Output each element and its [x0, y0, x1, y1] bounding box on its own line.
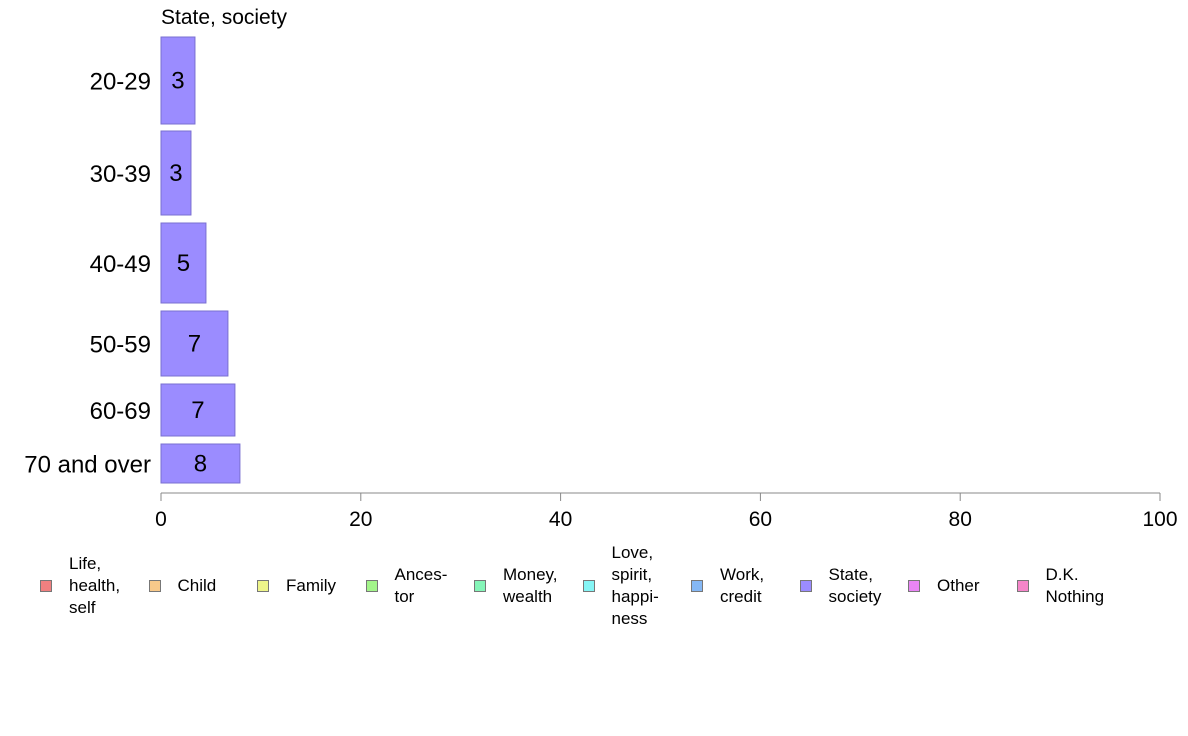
- bars-group: 3 20-29 3 30-39 5 40-49 7 50-59 7 60-69 8 70 and ov…: [24, 36, 241, 484]
- legend-swatch: [257, 580, 269, 592]
- legend-label: Family: [286, 576, 337, 595]
- legend-swatch: [908, 580, 920, 592]
- legend-swatch: [40, 580, 52, 592]
- chart-title: State, society: [161, 6, 288, 29]
- category-label: 60-69: [90, 398, 151, 425]
- bar-70-and-over: [160, 443, 241, 484]
- category-label: 70 and over: [24, 452, 151, 479]
- legend-item: Other: [908, 544, 980, 628]
- x-tick-label: 0: [155, 508, 167, 531]
- category-label: 30-39: [90, 161, 151, 188]
- bar-20-29: [160, 36, 196, 125]
- legend-item: Love, spirit, happi- ness: [582, 543, 659, 628]
- x-tick-label: 80: [949, 508, 972, 531]
- legend-label: Love, spirit, happi- ness: [611, 543, 659, 628]
- legend-swatch: [799, 580, 812, 592]
- bar-60-69: [160, 383, 236, 437]
- x-tick-label: 20: [349, 508, 372, 531]
- x-tick-label: 100: [1142, 508, 1177, 531]
- x-axis: 0 20 40 60 80 100: [155, 492, 1178, 531]
- legend-item: Family: [257, 544, 336, 628]
- legend-swatch: [582, 580, 595, 592]
- legend-swatch: [1016, 580, 1029, 592]
- bar-value-label: 7: [188, 331, 201, 358]
- bar-30-39: [160, 130, 192, 216]
- category-label: 20-29: [90, 69, 151, 96]
- legend-item: Child: [148, 544, 217, 628]
- legend-swatch: [148, 580, 161, 592]
- category-label: 50-59: [90, 332, 151, 359]
- bar-value-label: 5: [177, 250, 190, 277]
- legend-item: Life, health, self: [40, 544, 120, 628]
- legend-item: Work, credit: [691, 544, 764, 628]
- legend-label: Work, credit: [720, 565, 765, 606]
- legend-item: Ances- tor: [365, 544, 448, 628]
- legend-swatch: [691, 580, 703, 592]
- legend-label: Child: [177, 576, 217, 595]
- legend-label: Money, wealth: [503, 565, 558, 606]
- legend-label: D.K. Nothing: [1045, 565, 1105, 606]
- bar-50-59: [160, 310, 229, 377]
- legend-swatch: [474, 580, 486, 592]
- legend-item: D.K. Nothing: [1016, 544, 1105, 628]
- bar-value-label: 7: [191, 397, 204, 424]
- bar-40-49: [160, 222, 207, 304]
- legend-label: Life, health, self: [69, 554, 121, 617]
- legend-swatch: [365, 580, 378, 592]
- legend-item: State, society: [799, 544, 882, 628]
- bar-value-label: 3: [169, 160, 182, 187]
- category-label: 40-49: [90, 251, 151, 278]
- legend-label: State, society: [828, 565, 882, 606]
- bar-value-label: 8: [194, 451, 207, 478]
- legend: Life, health, self Child Family Ances- tor M…: [40, 543, 1160, 634]
- bar-value-label: 3: [171, 68, 184, 95]
- x-tick-label: 60: [749, 508, 772, 531]
- legend-label: Ances- tor: [394, 565, 448, 606]
- x-tick-label: 40: [549, 508, 572, 531]
- legend-label: Other: [937, 576, 980, 595]
- legend-item: Money, wealth: [474, 544, 558, 628]
